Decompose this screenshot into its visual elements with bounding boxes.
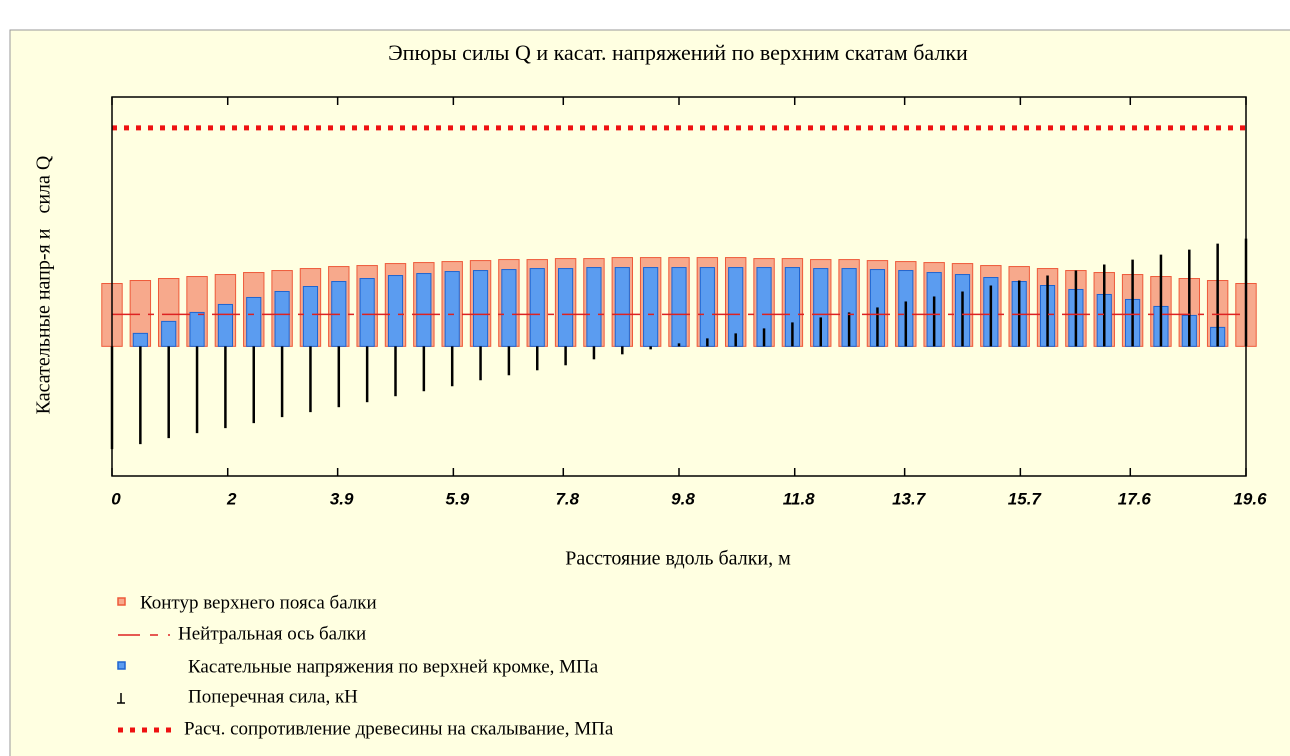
- bar: [387, 275, 404, 347]
- x-tick-label: 13.7: [892, 489, 927, 508]
- bar: [529, 268, 545, 347]
- bar: [614, 267, 630, 347]
- x-tick-label: 3.9: [330, 489, 354, 508]
- bar: [359, 278, 375, 347]
- x-tick-label: 0: [111, 489, 121, 508]
- x-tick-label: 5.9: [446, 489, 470, 508]
- bar: [246, 296, 262, 347]
- chart-title: Эпюры силы Q и касат. напряжений по верх…: [388, 40, 968, 65]
- legend-icon: [117, 661, 126, 670]
- x-tick-label: 19.6: [1233, 489, 1267, 508]
- bar: [699, 267, 715, 347]
- x-tick-label: 2: [226, 489, 237, 508]
- bar: [444, 271, 460, 347]
- x-tick-label: 17.6: [1118, 489, 1152, 508]
- bar: [472, 270, 489, 347]
- x-tick-label: 11.8: [783, 489, 815, 508]
- bar: [217, 303, 233, 347]
- bar: [416, 273, 432, 347]
- y-axis-label: Касательные напр-я и сила Q: [33, 155, 55, 414]
- legend-icon: [117, 597, 126, 606]
- x-tick-label: 7.8: [555, 489, 579, 508]
- legend-label: Касательные напряжения по верхней кромке…: [188, 656, 599, 677]
- bar: [586, 267, 602, 347]
- bar: [643, 267, 659, 347]
- bar: [558, 268, 574, 347]
- bar: [161, 320, 177, 347]
- legend-label: Нейтральная ось балки: [178, 623, 366, 644]
- bar: [302, 286, 319, 347]
- legend-label: Поперечная сила, кН: [188, 686, 358, 707]
- x-tick-label: 15.7: [1008, 489, 1043, 508]
- legend-label: Контур верхнего пояса балки: [140, 592, 377, 613]
- panel: [9, 29, 1290, 756]
- bar: [501, 269, 517, 347]
- bar: [189, 311, 205, 347]
- legend-label: Расч. сопротивление древесины на скалыва…: [184, 718, 614, 739]
- bar: [274, 290, 290, 347]
- x-axis-label: Расстояние вдоль балки, м: [565, 548, 791, 570]
- bar: [671, 267, 687, 347]
- x-tick-label: 9.8: [671, 489, 695, 508]
- bar: [132, 332, 148, 347]
